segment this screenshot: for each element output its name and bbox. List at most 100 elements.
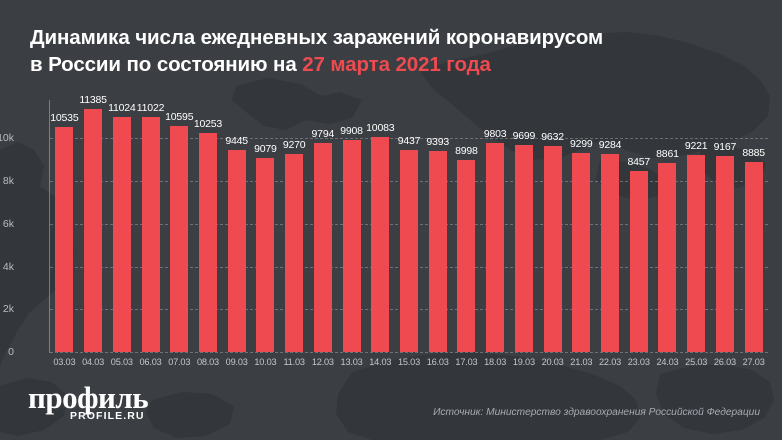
y-axis-tick-label: 8k [2,175,14,188]
bar-value-label: 10253 [193,118,223,131]
x-axis-tick-label: 18.03 [484,357,507,367]
bar[interactable] [313,142,332,352]
bar-value-label: 11022 [136,101,165,114]
bar-slot: 9632 [538,100,567,352]
bar-value-label: 9699 [512,129,536,142]
bar[interactable] [285,154,304,352]
bar-value-label: 10083 [366,121,395,134]
bar-value-label: 9284 [598,138,622,151]
bar[interactable] [371,136,390,352]
x-axis-tick-label: 24.03 [656,357,679,367]
x-axis-tick-label: 19.03 [512,357,535,367]
bar[interactable] [256,158,275,352]
x-axis-tick-label: 23.03 [627,357,650,367]
bar[interactable] [170,125,189,352]
x-axis-tick-label: 10.03 [254,357,277,367]
x-axis-tick-label: 09.03 [225,357,248,367]
bar-slot: 9221 [682,100,711,352]
bar-slot: 11022 [136,100,165,352]
bar[interactable] [629,171,648,352]
x-axis-tick-label: 08.03 [196,357,219,367]
bar-value-label: 9270 [282,139,306,152]
title-line-2-prefix: в России по состоянию на [30,53,303,76]
x-axis-tick-label: 11.03 [283,357,305,367]
bar-slot: 8457 [624,100,653,352]
bar[interactable] [141,116,160,352]
bar-slot: 10595 [165,100,194,352]
x-axis-tick-label: 26.03 [713,357,736,367]
bar-value-label: 8457 [627,156,651,169]
bar-slot: 11024 [107,100,136,352]
x-axis-tick-label: 14.03 [369,357,392,367]
bar-value-label: 8861 [656,147,679,160]
title-date-accent: 27 марта 2021 года [302,53,491,76]
x-axis-tick-label: 04.03 [82,357,105,367]
bar-value-label: 9632 [541,131,564,144]
bar-slot: 10535 [50,100,79,352]
y-axis-tick-label: 10k [0,132,14,145]
x-axis-tick-label: 13.03 [340,357,363,367]
bar-slot: 10083 [366,100,395,352]
bar-value-label: 11024 [108,101,136,114]
bar-value-label: 8998 [455,144,478,157]
bar-value-label: 9794 [311,127,335,140]
bar[interactable] [715,156,734,352]
bar-slot: 8885 [739,100,768,352]
bar-slot: 9437 [395,100,424,352]
bar-slot: 9908 [337,100,366,352]
x-axis-tick-label: 17.03 [455,357,478,367]
bar[interactable] [55,127,74,352]
bar-value-label: 9908 [340,125,363,138]
bar[interactable] [514,144,533,352]
x-axis-tick-label: 25.03 [685,357,708,367]
source-attribution: Источник: Министерство здравоохранения Р… [433,407,760,418]
bar-value-label: 11385 [79,93,107,106]
bar-slot: 8861 [653,100,682,352]
bar[interactable] [227,150,246,352]
bar[interactable] [399,150,418,352]
logo-domain: PROFILE.RU [70,410,145,422]
bar-slot: 9803 [481,100,510,352]
x-axis-tick-label: 27.03 [742,357,765,367]
bar-slot: 9079 [251,100,280,352]
bar[interactable] [112,116,131,352]
x-axis-tick-label: 22.03 [599,357,622,367]
bar[interactable] [744,162,763,352]
bar[interactable] [486,142,505,352]
x-axis-tick-label: 06.03 [139,357,162,367]
bar[interactable] [457,159,476,352]
x-axis-tick-label: 07.03 [168,357,191,367]
bar[interactable] [687,155,706,352]
bar[interactable] [198,133,217,352]
bar[interactable] [601,153,620,352]
x-axis-tick-label: 15.03 [397,357,420,367]
y-axis-tick-label: 6k [2,217,14,230]
gridline [50,352,768,353]
bar-slot: 9445 [222,100,251,352]
x-axis-labels: 03.03 04.03 05.03 06.03 07.03 08.03 09.03 10.03… [50,357,768,367]
bar-value-label: 9803 [483,127,507,140]
title-line-2: в России по состоянию на 27 марта 2021 г… [30,51,760,78]
profile-logo[interactable]: профиль PROFILE.RU [28,382,149,422]
bar-slot: 9167 [711,100,740,352]
bar-value-label: 9299 [570,138,593,151]
bar-slot: 9794 [308,100,337,352]
bar-slot: 9393 [423,100,452,352]
page-title: Динамика числа ежедневных заражений коро… [30,24,760,78]
bar-value-label: 10535 [50,112,79,125]
bar[interactable] [658,162,677,352]
bar-slot: 9299 [567,100,596,352]
gridline [50,138,768,140]
bar[interactable] [428,151,447,352]
bar[interactable] [342,140,361,352]
bar-value-label: 9079 [254,143,277,156]
bar-slot: 9284 [596,100,625,352]
bar-slot: 9699 [510,100,539,352]
bar-value-label: 9167 [713,141,737,154]
bar[interactable] [572,153,591,352]
bar[interactable] [84,108,103,352]
bar[interactable] [543,146,562,352]
bar-value-label: 10595 [165,110,194,123]
bar-slot: 11385 [79,94,108,352]
